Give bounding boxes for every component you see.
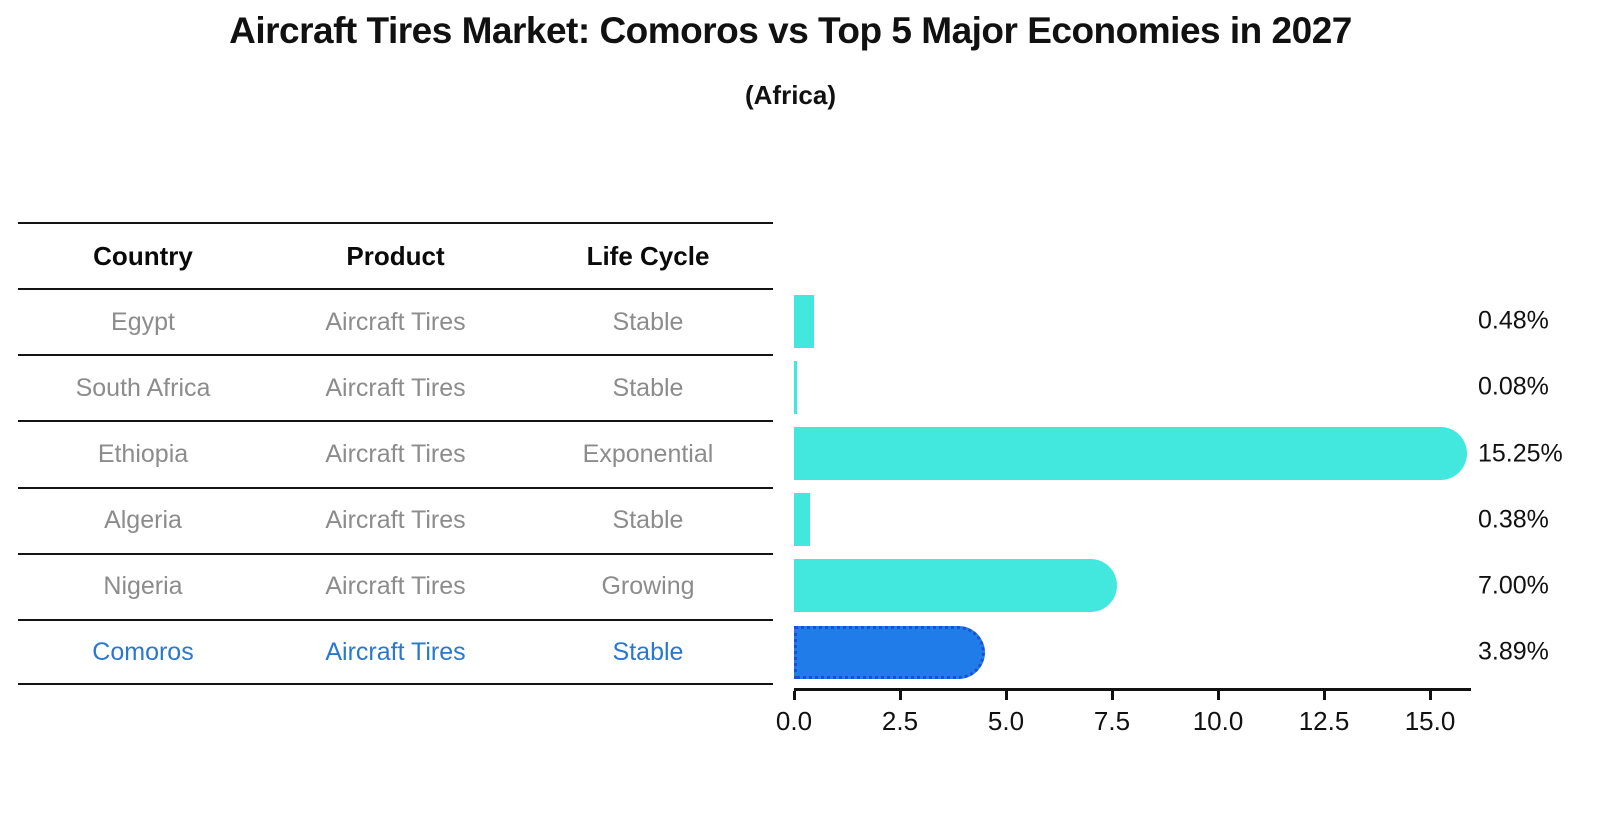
value-label: 3.89%	[1478, 637, 1549, 666]
bar-band	[794, 288, 1494, 354]
x-axis-line	[794, 688, 1471, 691]
value-label: 0.38%	[1478, 505, 1549, 534]
country-cell: Algeria	[104, 506, 182, 535]
life-cycle-cell: Stable	[612, 506, 684, 535]
bar-band	[794, 354, 1494, 420]
country-cell: Ethiopia	[97, 439, 189, 468]
x-axis-tick	[1429, 690, 1432, 700]
life-cycle-cell: Stable	[612, 307, 684, 336]
life-cycle-cell: Growing	[601, 572, 695, 601]
bar-band	[794, 420, 1494, 486]
bar-ethiopia	[794, 426, 1467, 480]
table-header-row: Country Product Life Cycle	[18, 222, 773, 288]
product-cell: Aircraft Tires	[325, 439, 466, 468]
value-label: 15.25%	[1478, 439, 1563, 467]
bar-comoros	[794, 625, 985, 679]
x-axis-tick-label: 15.0	[1404, 706, 1456, 736]
table-row: Nigeria Aircraft Tires Growing	[18, 552, 773, 619]
product-cell: Aircraft Tires	[325, 373, 466, 402]
x-axis-tick	[899, 690, 902, 700]
bar-egypt	[794, 294, 815, 348]
x-axis-tick	[1005, 690, 1008, 700]
bar-south-africa	[794, 360, 798, 414]
table-row: Egypt Aircraft Tires Stable	[18, 288, 773, 354]
x-axis-tick-label: 0.0	[775, 706, 813, 736]
x-axis-tick-label: 5.0	[987, 706, 1025, 736]
product-cell: Aircraft Tires	[325, 637, 466, 666]
table-row: South Africa Aircraft Tires Stable	[18, 354, 773, 420]
x-axis-tick-label: 10.0	[1192, 706, 1244, 736]
country-cell: Nigeria	[103, 572, 183, 601]
country-cell: South Africa	[75, 373, 211, 402]
table-row: Algeria Aircraft Tires Stable	[18, 486, 773, 553]
life-cycle-cell: Stable	[612, 637, 684, 666]
column-header-product: Product	[346, 240, 445, 271]
bar-nigeria	[794, 559, 1117, 613]
life-cycle-cell: Exponential	[582, 439, 714, 468]
bar-band	[794, 619, 1494, 685]
column-header-life-cycle: Life Cycle	[586, 240, 710, 271]
product-cell: Aircraft Tires	[325, 307, 466, 336]
bar-band	[794, 487, 1494, 553]
x-axis-tick	[1323, 690, 1326, 700]
x-axis-tick-label: 12.5	[1298, 706, 1350, 736]
x-axis-tick	[793, 690, 796, 700]
product-cell: Aircraft Tires	[325, 506, 466, 535]
value-label: 7.00%	[1478, 571, 1549, 600]
country-table: Country Product Life Cycle Egypt Aircraf…	[18, 222, 773, 686]
country-cell: Egypt	[111, 307, 175, 336]
bar-algeria	[794, 493, 811, 547]
chart-subtitle: (Africa)	[744, 80, 836, 110]
x-axis-tick	[1217, 690, 1220, 700]
column-header-country: Country	[93, 240, 193, 271]
x-axis-tick-label: 2.5	[881, 706, 919, 736]
x-axis-tick-label: 7.5	[1093, 706, 1131, 736]
product-cell: Aircraft Tires	[325, 572, 466, 601]
value-label: 0.08%	[1478, 372, 1549, 401]
chart-title: Aircraft Tires Market: Comoros vs Top 5 …	[229, 10, 1352, 51]
country-cell: Comoros	[92, 637, 194, 666]
value-label: 0.48%	[1478, 306, 1549, 335]
life-cycle-cell: Stable	[612, 373, 684, 402]
bar-band	[794, 553, 1494, 619]
table-row: Ethiopia Aircraft Tires Exponential	[18, 420, 773, 486]
table-row: Comoros Aircraft Tires Stable	[18, 618, 773, 686]
x-axis-tick	[1111, 690, 1114, 700]
